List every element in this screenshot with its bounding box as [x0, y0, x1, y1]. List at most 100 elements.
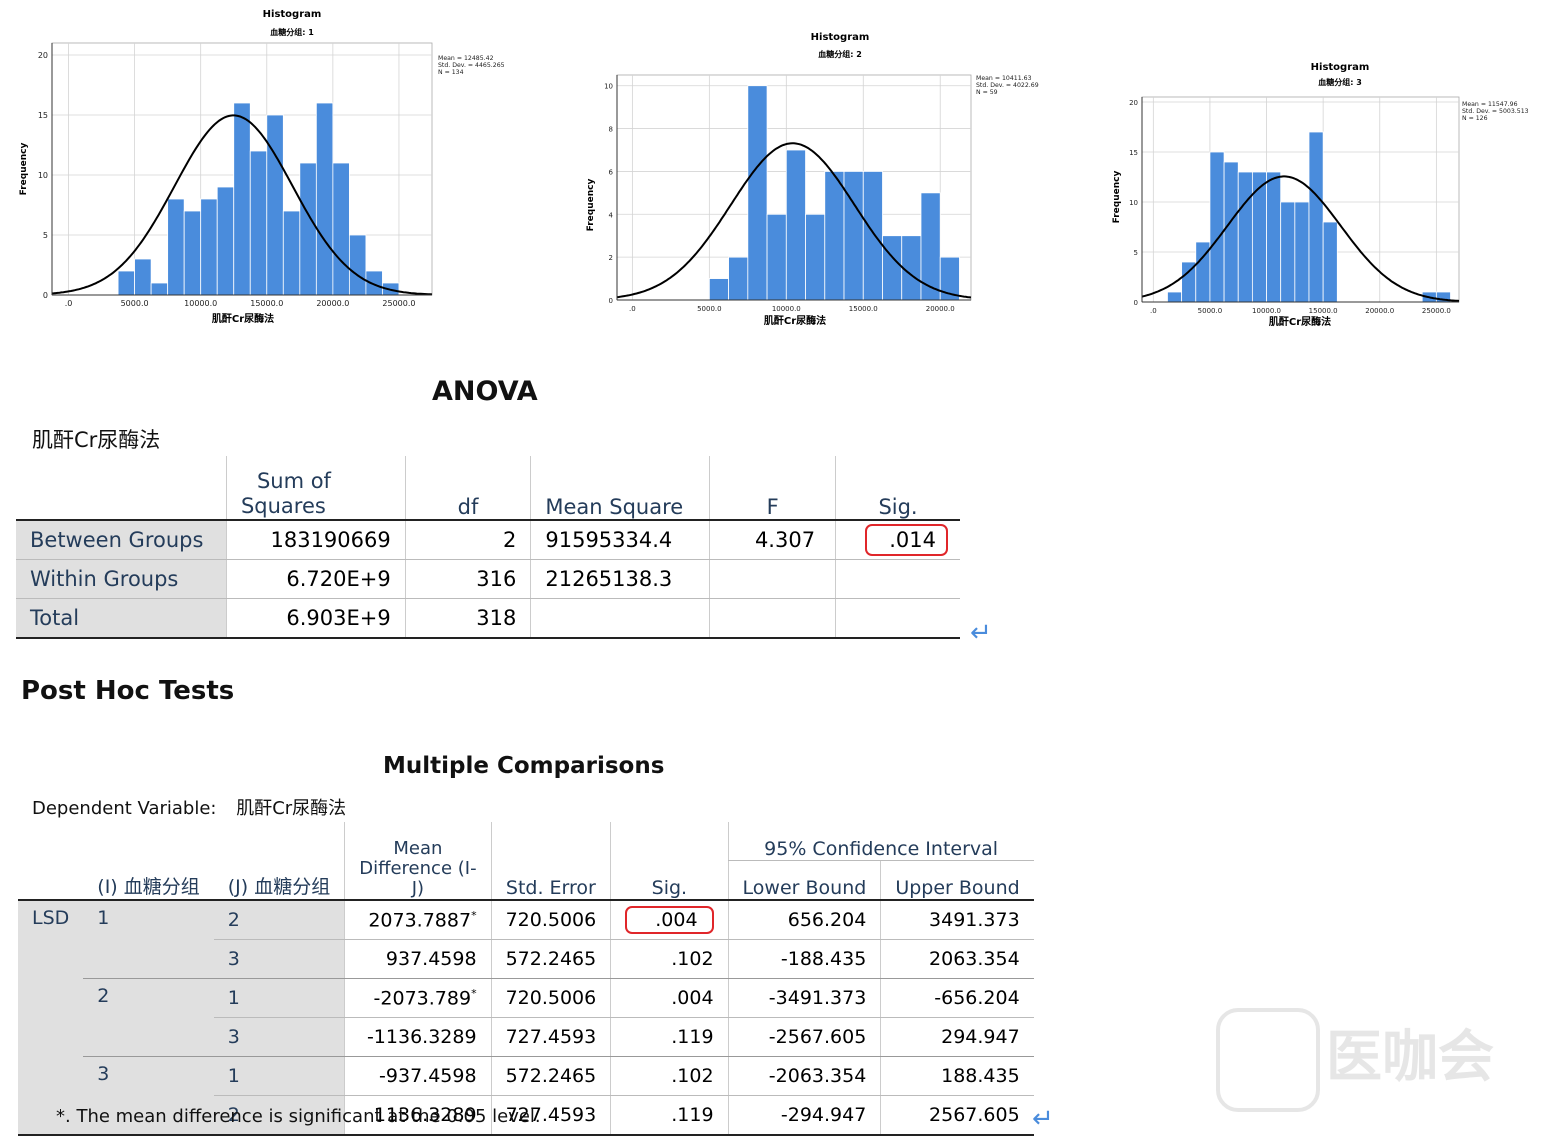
mc-cell-upper-bound: -656.204: [880, 978, 1034, 1018]
mc-header-row-1: (I) 血糖分组 (J) 血糖分组 Mean Difference (I- J)…: [18, 822, 1034, 900]
y-axis-label: Frequency: [1112, 171, 1122, 224]
histogram-bar: [862, 171, 883, 301]
histogram-2: 0 2 4 6 8 10 .0 5000.0 10000.0 15000.0 20000.0 Hist…: [575, 25, 1045, 349]
mc-header-md-line3: J): [411, 878, 425, 899]
histogram-bar: [233, 102, 251, 296]
histogram-bar: [315, 102, 334, 296]
mc-cell-std-error: 572.2465: [490, 1056, 611, 1096]
mc-cell-std-error: 727.4593: [490, 1095, 611, 1136]
mc-cell-i: 3: [83, 1056, 214, 1136]
mc-cell-lower-bound: 656.204: [727, 899, 881, 940]
histogram-3: 0 5 10 15 20 .0 5000.0 10000.0 15000.0 20000.0 250…: [1095, 55, 1545, 349]
mc-sig-value: .102: [671, 948, 714, 970]
histogram-bar: [365, 270, 383, 296]
anova-header-ss-line1: Sum of: [256, 469, 331, 493]
significance-star: *: [471, 908, 477, 922]
stats-legend-line: Std. Dev. = 5003.513: [1462, 108, 1529, 115]
histogram-bar: [167, 198, 185, 296]
x-tick-label: 25000.0: [382, 299, 415, 308]
x-tick-label: 20000.0: [1365, 307, 1394, 315]
x-tick-label: .0: [65, 299, 73, 308]
histogram-bar: [1209, 151, 1225, 303]
anova-cell-df: 316: [404, 559, 531, 599]
dependent-variable-label: Dependent Variable:: [32, 798, 217, 819]
anova-cell-ms: 91595334.4: [530, 520, 710, 560]
y-tick-label: 15: [38, 111, 48, 120]
x-tick-label: 5000.0: [121, 299, 149, 308]
mc-sig-value: .102: [671, 1065, 714, 1087]
mc-cell-sig: .004: [610, 899, 729, 940]
normal-curve: [1141, 175, 1460, 302]
x-tick-label: 5000.0: [697, 305, 722, 313]
mc-method-label: LSD: [18, 899, 84, 1136]
x-axis-label: 肌酐Cr尿酶法: [212, 312, 274, 325]
histogram-3-svg: 0 5 10 15 20 .0 5000.0 10000.0 15000.0 20000.0 250…: [1112, 62, 1529, 328]
mc-cell-upper-bound: 2063.354: [880, 939, 1034, 979]
posthoc-heading: Post Hoc Tests: [21, 676, 235, 706]
histogram-bar: [299, 162, 317, 296]
mc-cell-upper-bound: 3491.373: [880, 899, 1034, 940]
anova-title: ANOVA: [432, 376, 538, 407]
mc-cell-j: 1: [213, 1056, 345, 1096]
histogram-bar: [882, 235, 903, 301]
histogram-bar: [1167, 291, 1183, 303]
mc-cell-mean-diff: -1136.3289: [344, 1017, 492, 1057]
watermark-logo: [1216, 1008, 1320, 1112]
chart-title: Histogram: [811, 32, 870, 43]
mc-cell-sig: .119: [610, 1095, 729, 1136]
mc-cell-mean-diff: 937.4598: [344, 939, 492, 979]
anova-row-total: Total 6.903E+9 318: [16, 598, 960, 639]
x-axis-label: 肌酐Cr尿酶法: [764, 314, 826, 327]
anova-header-ss: Sum of Squares: [225, 456, 406, 521]
chart-subtitle: 血糖分组: 3: [1318, 77, 1362, 87]
y-tick-label: 10: [38, 171, 48, 180]
anova-cell-sig: [835, 598, 960, 639]
y-tick-label: 8: [609, 126, 613, 134]
histogram-bar: [216, 186, 235, 296]
mc-cell-j: 3: [213, 939, 345, 979]
stats-legend-line: N = 134: [438, 69, 464, 76]
histogram-bar: [332, 162, 350, 296]
sig-highlight-box: .014: [865, 524, 948, 556]
y-tick-label: 5: [43, 231, 48, 240]
mc-cell-upper-bound: 294.947: [880, 1017, 1034, 1057]
mc-cell-mean-diff: 2073.7887*: [344, 899, 492, 940]
histogram-1: 0 5 10 15 20 .0 5000.0 10000.0 15000.0 20000.0 250…: [0, 0, 520, 344]
y-tick-label: 4: [609, 211, 614, 219]
mc-row: 3 1 -937.4598 572.2465 .102 -2063.354 188.435: [18, 1056, 1034, 1136]
anova-row-between: Between Groups 183190669 2 91595334.4 4.…: [16, 520, 960, 560]
mc-cell-std-error: 727.4593: [490, 1017, 611, 1057]
y-tick-label: 15: [1129, 149, 1138, 157]
anova-cell-df: 318: [404, 598, 531, 639]
mc-cell-upper-bound: 188.435: [880, 1056, 1034, 1096]
mc-sig-value: .119: [671, 1104, 714, 1126]
histogram-bar: [117, 270, 136, 296]
mc-cell-mean-diff: -2073.789*: [344, 978, 492, 1018]
histogram-bar: [766, 213, 787, 301]
histogram-bar: [134, 258, 152, 296]
anova-header-ms: Mean Square: [530, 456, 710, 521]
y-tick-label: 6: [609, 168, 614, 176]
x-tick-label: 10000.0: [184, 299, 217, 308]
stats-legend-line: Mean = 11547.96: [1462, 101, 1518, 108]
mc-cell-upper-bound: 2567.605: [880, 1095, 1034, 1136]
mc-header-blank: [18, 822, 83, 900]
histogram-bar: [282, 210, 301, 296]
histogram-bar: [1294, 201, 1310, 303]
anova-cell-ms: 21265138.3: [530, 559, 710, 599]
mc-cell-mean-diff: -937.4598: [344, 1056, 492, 1096]
mc-sig-value: .004: [671, 987, 714, 1009]
anova-header-f: F: [709, 456, 836, 521]
anova-cell-f: [709, 598, 836, 639]
histogram-bar: [1223, 161, 1239, 303]
anova-cell-f: [709, 559, 836, 599]
histogram-bar: [843, 171, 864, 301]
mc-cell-std-error: 572.2465: [490, 939, 611, 979]
x-tick-label: 5000.0: [1198, 307, 1223, 315]
anova-header-blank: [16, 456, 227, 521]
mc-header-ci: 95% Confidence Interval: [727, 822, 1034, 861]
anova-row-within: Within Groups 6.720E+9 316 21265138.3: [16, 559, 960, 599]
mc-header-row-2: Lower Bound Upper Bound: [18, 860, 1034, 900]
histogram-bar: [150, 282, 169, 296]
x-tick-label: 25000.0: [1422, 307, 1451, 315]
